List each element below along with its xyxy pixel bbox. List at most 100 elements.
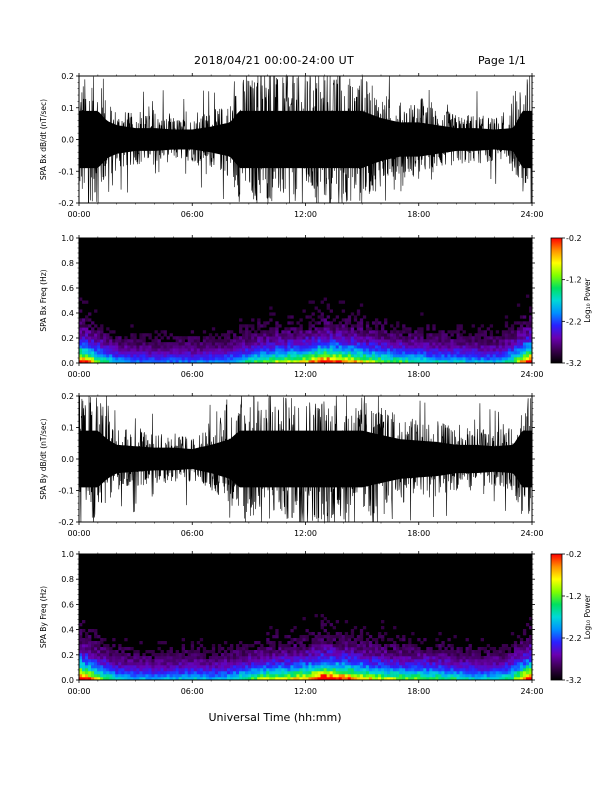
spectrogram-cell [344,641,349,645]
spectrogram-cell [287,671,291,675]
spectrogram-cell [266,653,270,657]
spectrogram-cell [211,644,216,648]
spectrogram-cell [100,647,104,651]
spectrogram-cell [239,348,243,352]
spectrogram-cell [199,638,204,642]
spectrogram-cell [411,357,415,361]
spectrogram-cell [387,644,391,648]
spectrogram-cell [387,333,391,337]
spectrogram-cell [175,345,179,349]
spectrogram-cell [175,650,179,654]
spectrogram-cell [97,650,101,654]
spectrogram-cell [477,671,481,675]
spectrogram-cell [311,656,315,660]
spectrogram-cell [326,659,330,663]
spectrogram-cell [199,674,204,678]
spectrogram-cell [88,644,92,648]
spectrogram-cell [97,644,101,648]
spectrogram-cell [522,345,527,349]
spectrogram-cell [516,668,521,672]
spectrogram-cell [281,668,285,672]
spectrogram-cell [320,620,324,624]
spectrogram-cell [205,342,210,346]
spectrogram-cell [374,656,379,660]
spectrogram-cell [166,342,170,346]
spectrogram-cell [486,671,491,675]
spectrogram-cell [248,668,252,672]
colorbar-tick-label: -2.2 [566,634,582,643]
spectrogram-cell [299,671,303,675]
spectrogram-cell [510,342,515,346]
spectrogram-cell [408,348,412,352]
spectrogram-cell [513,360,518,364]
spectrogram-cell [377,644,382,648]
spectrogram-cell [381,354,385,358]
x-tick-label: 24:00 [520,687,543,696]
spectrogram-cell [305,360,309,364]
spectrogram-cell [184,360,189,364]
spectrogram-cell [495,357,500,361]
y-tick-label: -0.2 [58,199,74,208]
spectrogram-cell [329,330,333,334]
spectrogram-cell [97,330,101,334]
spectrogram-cell [438,659,442,663]
spectrogram-cell [489,656,494,660]
spectrogram-cell [350,360,355,364]
spectrogram-cell [501,354,506,358]
spectrogram-cell [145,360,149,364]
colorbar [550,553,563,681]
spectrogram-cell [284,360,288,364]
spectrogram-cell [362,330,367,334]
y-tick-label: 0.8 [61,575,74,584]
spectrogram-cell [350,647,355,651]
spectrogram-cell [223,641,228,645]
spectrogram-cell [462,339,466,343]
spectrogram-cell [326,315,330,319]
spectrogram-cell [435,674,439,678]
spectrogram-cell [420,665,424,669]
spectrogram-cell [393,668,397,672]
spectrogram-cell [103,345,107,349]
spectrogram-cell [311,342,315,346]
spectrogram-cell [417,662,421,666]
spectrogram-cell [474,351,478,355]
spectrogram-cell [474,333,478,337]
spectrogram-cell [435,345,439,349]
spectrogram-cell [100,641,104,645]
spectrogram-cell [453,671,457,675]
spectrogram-cell [359,318,364,322]
spectrogram-cell [501,357,506,361]
spectrogram-cell [202,671,207,675]
spectrogram-cell [384,354,388,358]
spectrogram-cell [281,360,285,364]
spectrogram-cell [423,671,427,675]
spectrogram-cell [293,626,297,630]
spectrogram-cell [193,665,198,669]
spectrogram-cell [377,650,382,654]
spectrogram-cell [148,342,152,346]
spectrogram-cell [94,671,98,675]
spectrogram-cell [287,668,291,672]
spectrogram-cell [115,360,119,364]
spectrogram-cell [139,360,143,364]
spectrogram-cell [88,357,92,361]
spectrogram-cell [504,674,509,678]
spectrogram-cell [130,333,134,337]
x-tick-label: 12:00 [294,210,317,219]
spectrogram-cell [314,656,318,660]
spectrogram-cell [293,333,297,337]
spectrogram-cell [260,650,264,654]
spectrogram-cell [133,336,137,340]
spectrogram-cell [335,315,340,319]
spectrogram-cell [266,659,270,663]
spectrogram-cell [88,662,92,666]
spectrogram-cell [112,360,116,364]
spectrogram-cell [510,671,515,675]
spectrogram-cell [332,327,336,331]
spectrogram-cell [272,360,276,364]
spectrogram-cell [181,345,185,349]
spectrogram-cell [121,665,125,669]
spectrogram-cell [230,659,234,663]
spectrogram-cell [94,351,98,355]
spectrogram-cell [281,650,285,654]
